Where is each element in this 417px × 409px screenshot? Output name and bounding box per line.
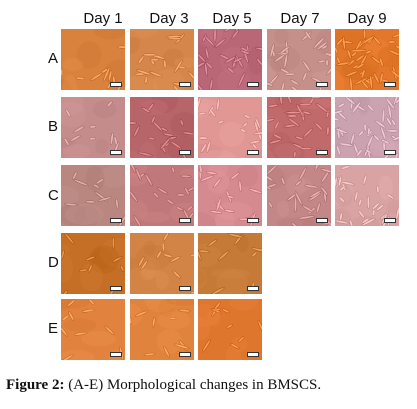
- scale-bar: [384, 218, 396, 223]
- row-label-c: C: [48, 187, 59, 204]
- micrograph-row-e-col-3: [198, 299, 262, 360]
- micrograph-row-a-col-5: [335, 29, 399, 90]
- scale-bar: [247, 218, 259, 223]
- micrograph-row-b-col-4: [267, 97, 331, 158]
- scale-bar: [179, 82, 191, 87]
- micrograph-row-e-col-2: [130, 299, 194, 360]
- micrograph-row-e-col-1: [61, 299, 125, 360]
- scale-bar: [247, 150, 259, 155]
- micrograph-row-c-col-2: [130, 165, 194, 226]
- micrograph-row-c-col-1: [61, 165, 125, 226]
- scale-bar: [110, 286, 122, 291]
- row-label-a: A: [48, 50, 59, 67]
- scale-bar: [179, 286, 191, 291]
- scale-bar: [384, 82, 396, 87]
- column-label-day-3: Day 3: [149, 10, 189, 27]
- micrograph-row-c-col-3: [198, 165, 262, 226]
- column-label-day-5: Day 5: [212, 10, 252, 27]
- micrograph-row-b-col-3: [198, 97, 262, 158]
- micrograph-row-a-col-1: [61, 29, 125, 90]
- scale-bar: [316, 218, 328, 223]
- micrograph-row-d-col-3: [198, 233, 262, 294]
- micrograph-row-a-col-3: [198, 29, 262, 90]
- figure-caption-text: (A-E) Morphological changes in BMSCS.: [64, 377, 322, 393]
- scale-bar: [110, 352, 122, 357]
- scale-bar: [316, 82, 328, 87]
- micrograph-row-a-col-2: [130, 29, 194, 90]
- scale-bar: [110, 82, 122, 87]
- micrograph-row-d-col-2: [130, 233, 194, 294]
- scale-bar: [110, 218, 122, 223]
- scale-bar: [179, 150, 191, 155]
- scale-bar: [247, 352, 259, 357]
- micrograph-row-a-col-4: [267, 29, 331, 90]
- scale-bar: [179, 218, 191, 223]
- micrograph-row-b-col-2: [130, 97, 194, 158]
- micrograph-row-b-col-5: [335, 97, 399, 158]
- column-label-day-9: Day 9: [347, 10, 387, 27]
- micrograph-row-c-col-5: [335, 165, 399, 226]
- micrograph-row-d-col-1: [61, 233, 125, 294]
- row-label-e: E: [48, 320, 59, 337]
- scale-bar: [110, 150, 122, 155]
- micrograph-row-b-col-1: [61, 97, 125, 158]
- figure-caption: Figure 2: (A-E) Morphological changes in…: [6, 377, 321, 394]
- scale-bar: [247, 286, 259, 291]
- scale-bar: [247, 82, 259, 87]
- row-label-d: D: [48, 254, 59, 271]
- figure-caption-prefix: Figure 2:: [6, 377, 65, 393]
- scale-bar: [179, 352, 191, 357]
- column-label-day-1: Day 1: [83, 10, 123, 27]
- column-label-day-7: Day 7: [280, 10, 320, 27]
- scale-bar: [384, 150, 396, 155]
- scale-bar: [316, 150, 328, 155]
- row-label-b: B: [48, 118, 59, 135]
- micrograph-row-c-col-4: [267, 165, 331, 226]
